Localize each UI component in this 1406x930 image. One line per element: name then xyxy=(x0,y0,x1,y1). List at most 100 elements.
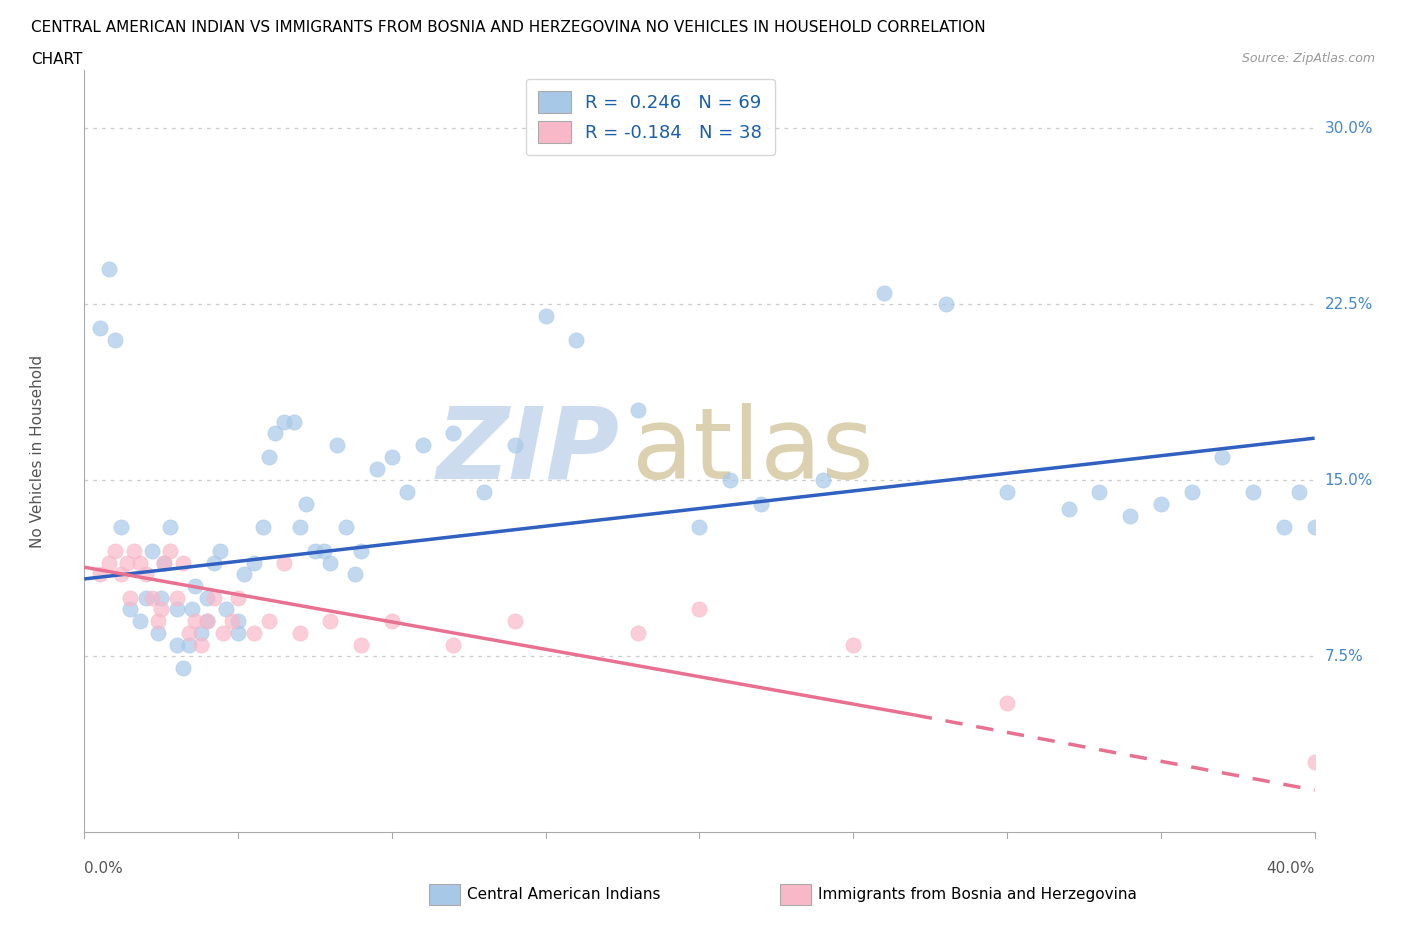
Point xyxy=(718,473,741,488)
Point xyxy=(135,566,157,581)
Point xyxy=(304,543,326,558)
Point xyxy=(128,614,150,629)
Text: 30.0%: 30.0% xyxy=(1324,121,1372,136)
Point xyxy=(110,520,132,535)
Point xyxy=(202,555,225,570)
Point xyxy=(153,555,176,570)
Point xyxy=(252,520,274,535)
Point xyxy=(288,520,311,535)
Point xyxy=(150,591,173,605)
Point xyxy=(565,332,588,347)
Text: Immigrants from Bosnia and Herzegovina: Immigrants from Bosnia and Herzegovina xyxy=(818,887,1137,902)
Point xyxy=(295,497,318,512)
Point xyxy=(1181,485,1204,499)
Point xyxy=(503,614,526,629)
Point xyxy=(873,286,896,300)
Point xyxy=(314,543,336,558)
Point xyxy=(221,614,243,629)
Point xyxy=(264,426,287,441)
Point xyxy=(242,555,264,570)
Text: Source: ZipAtlas.com: Source: ZipAtlas.com xyxy=(1241,52,1375,65)
Point xyxy=(89,321,111,336)
Point xyxy=(184,614,207,629)
Point xyxy=(689,602,711,617)
Point xyxy=(472,485,495,499)
Point xyxy=(141,543,163,558)
Point xyxy=(208,543,231,558)
Point xyxy=(128,555,150,570)
Point xyxy=(1211,449,1233,464)
Point xyxy=(1303,754,1326,769)
Point xyxy=(344,566,367,581)
Text: atlas: atlas xyxy=(631,403,873,499)
Text: 22.5%: 22.5% xyxy=(1324,297,1372,312)
Point xyxy=(150,602,173,617)
Point xyxy=(202,591,225,605)
Point xyxy=(104,543,127,558)
Point xyxy=(534,309,557,324)
Point xyxy=(177,626,200,641)
Point xyxy=(181,602,204,617)
Point xyxy=(148,626,170,641)
Point xyxy=(1241,485,1264,499)
Point xyxy=(226,614,249,629)
Point xyxy=(242,626,264,641)
Point xyxy=(257,614,280,629)
Point xyxy=(117,555,139,570)
Text: CENTRAL AMERICAN INDIAN VS IMMIGRANTS FROM BOSNIA AND HERZEGOVINA NO VEHICLES IN: CENTRAL AMERICAN INDIAN VS IMMIGRANTS FR… xyxy=(31,20,986,35)
Point xyxy=(120,591,142,605)
Point xyxy=(98,261,120,276)
Point xyxy=(89,566,111,581)
Point xyxy=(842,637,865,652)
Point xyxy=(172,555,194,570)
Point xyxy=(172,660,194,675)
Point xyxy=(381,614,404,629)
Point xyxy=(184,578,207,593)
Point xyxy=(273,555,295,570)
Point xyxy=(1303,520,1326,535)
Point xyxy=(811,473,834,488)
Point xyxy=(104,332,127,347)
Point xyxy=(159,520,181,535)
Point xyxy=(350,543,373,558)
Point xyxy=(366,461,388,476)
Point xyxy=(153,555,176,570)
Point xyxy=(166,637,188,652)
Point xyxy=(197,614,219,629)
Point xyxy=(135,591,157,605)
Point xyxy=(233,566,256,581)
Point xyxy=(166,602,188,617)
Point xyxy=(177,637,200,652)
Text: CHART: CHART xyxy=(31,52,83,67)
Point xyxy=(325,438,347,453)
Point xyxy=(1288,485,1310,499)
Point xyxy=(443,637,465,652)
Point xyxy=(148,614,170,629)
Point xyxy=(257,449,280,464)
Point xyxy=(627,403,650,418)
Point xyxy=(319,614,342,629)
Point xyxy=(1150,497,1173,512)
Point xyxy=(283,414,305,429)
Text: No Vehicles in Household: No Vehicles in Household xyxy=(30,354,45,548)
Point xyxy=(110,566,132,581)
Point xyxy=(122,543,145,558)
Point xyxy=(749,497,772,512)
Point xyxy=(190,626,212,641)
Text: ZIP: ZIP xyxy=(436,403,620,499)
Point xyxy=(288,626,311,641)
Point xyxy=(319,555,342,570)
Text: Central American Indians: Central American Indians xyxy=(467,887,661,902)
Point xyxy=(166,591,188,605)
Point xyxy=(98,555,120,570)
Text: 40.0%: 40.0% xyxy=(1267,861,1315,876)
Point xyxy=(197,614,219,629)
Point xyxy=(141,591,163,605)
Point xyxy=(995,485,1018,499)
Text: 15.0%: 15.0% xyxy=(1324,472,1372,488)
Point xyxy=(396,485,419,499)
Point xyxy=(211,626,233,641)
Point xyxy=(226,626,249,641)
Text: 0.0%: 0.0% xyxy=(84,861,124,876)
Point xyxy=(350,637,373,652)
